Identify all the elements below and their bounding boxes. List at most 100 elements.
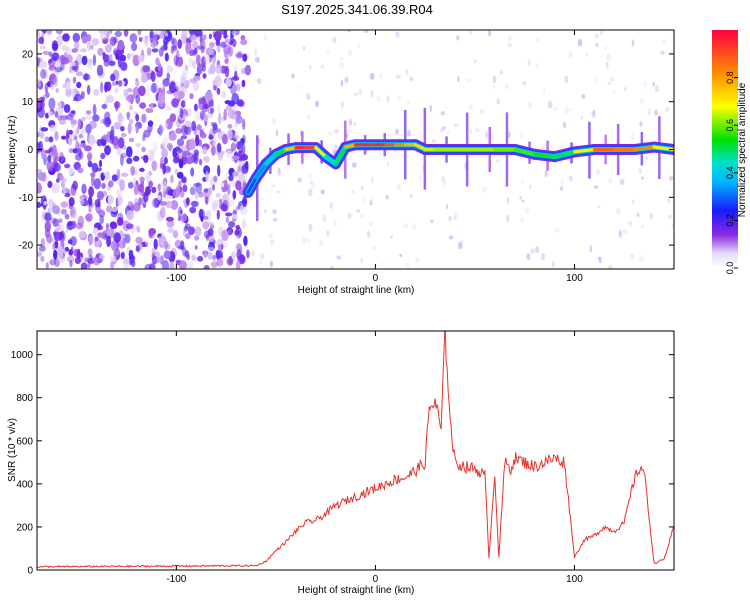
noise-blob <box>508 131 511 139</box>
noise-blob <box>37 168 43 175</box>
noise-blob <box>366 230 371 238</box>
noise-blob <box>291 73 296 79</box>
noise-blob <box>564 75 569 84</box>
noise-blob <box>386 95 390 103</box>
noise-blob <box>241 154 249 161</box>
colorbar-tick-label: 0.0 <box>725 262 735 275</box>
noise-blob <box>129 104 133 111</box>
noise-blob <box>440 111 445 116</box>
noise-blob <box>164 122 168 129</box>
noise-blob <box>119 179 125 191</box>
noise-blob <box>379 74 383 80</box>
noise-blob <box>40 69 47 79</box>
noise-blob <box>142 134 146 142</box>
noise-blob <box>629 252 635 260</box>
noise-blob <box>522 81 526 85</box>
noise-blob <box>203 113 208 122</box>
noise-blob <box>302 236 306 244</box>
noise-blob <box>176 138 185 147</box>
noise-blob <box>415 257 420 264</box>
noise-blob <box>192 49 198 56</box>
noise-blob <box>188 30 196 35</box>
noise-blob <box>597 205 601 209</box>
noise-blob <box>193 75 201 81</box>
noise-blob <box>178 260 187 269</box>
noise-blob <box>149 31 154 43</box>
noise-blob <box>72 148 79 154</box>
noise-blob <box>176 171 184 179</box>
noise-blob <box>54 131 59 141</box>
noise-blob <box>106 118 112 126</box>
noise-blob <box>488 30 492 37</box>
noise-blob <box>123 89 129 98</box>
noise-blob <box>218 113 222 125</box>
noise-blob <box>217 243 223 252</box>
noise-blob <box>57 254 66 263</box>
noise-blob <box>669 175 674 181</box>
noise-blob <box>117 114 125 125</box>
noise-blob <box>77 147 83 158</box>
noise-blob <box>72 32 81 43</box>
noise-blob <box>111 207 118 213</box>
noise-blob <box>127 181 134 189</box>
noise-blob <box>485 131 488 139</box>
noise-blob <box>165 105 172 112</box>
noise-blob <box>181 75 186 85</box>
noise-blob <box>225 216 230 223</box>
noise-blob <box>120 172 129 177</box>
colorbar-label: Normalized spectral amplitude <box>737 82 748 217</box>
noise-blob <box>66 81 72 90</box>
noise-blob <box>585 52 589 57</box>
noise-blob <box>92 103 97 116</box>
noise-blob <box>479 109 485 115</box>
noise-blob <box>641 224 644 229</box>
noise-blob <box>46 233 53 244</box>
noise-blob <box>110 73 116 82</box>
noise-blob <box>44 212 52 222</box>
noise-blob <box>209 41 215 48</box>
noise-blob <box>221 199 229 212</box>
noise-blob <box>157 70 163 78</box>
noise-blob <box>221 90 227 99</box>
noise-blob <box>147 120 154 127</box>
noise-blob <box>356 209 361 213</box>
noise-blob <box>528 184 532 190</box>
noise-blob <box>554 227 560 233</box>
noise-blob <box>638 255 644 263</box>
noise-blob <box>141 73 148 83</box>
noise-blob <box>168 132 177 141</box>
noise-blob <box>235 52 243 59</box>
noise-blob <box>594 32 599 39</box>
noise-blob <box>80 262 88 269</box>
noise-blob <box>68 111 76 118</box>
noise-blob <box>213 85 217 91</box>
noise-blob <box>158 125 165 133</box>
noise-blob <box>371 245 377 251</box>
noise-blob <box>58 117 67 125</box>
noise-blob <box>151 48 159 53</box>
noise-blob <box>506 214 510 223</box>
noise-blob <box>364 30 369 34</box>
noise-blob <box>194 226 202 237</box>
noise-blob <box>218 198 223 209</box>
noise-blob <box>170 200 179 210</box>
noise-blob <box>351 162 357 168</box>
noise-blob <box>268 233 273 239</box>
noise-blob <box>193 103 198 112</box>
noise-blob <box>39 45 46 50</box>
noise-blob <box>133 202 141 212</box>
noise-blob <box>38 36 44 45</box>
noise-blob <box>139 102 147 109</box>
noise-blob <box>38 245 46 252</box>
noise-blob <box>170 37 175 45</box>
noise-blob <box>541 253 545 261</box>
noise-blob <box>215 64 222 75</box>
noise-blob <box>597 256 601 260</box>
noise-blob <box>101 182 106 189</box>
spectrogram-xlabel: Height of straight line (km) <box>298 285 415 296</box>
noise-blob <box>86 41 92 52</box>
noise-blob <box>46 160 54 172</box>
noise-blob <box>146 84 152 97</box>
noise-blob <box>173 55 179 66</box>
noise-blob <box>403 223 409 229</box>
